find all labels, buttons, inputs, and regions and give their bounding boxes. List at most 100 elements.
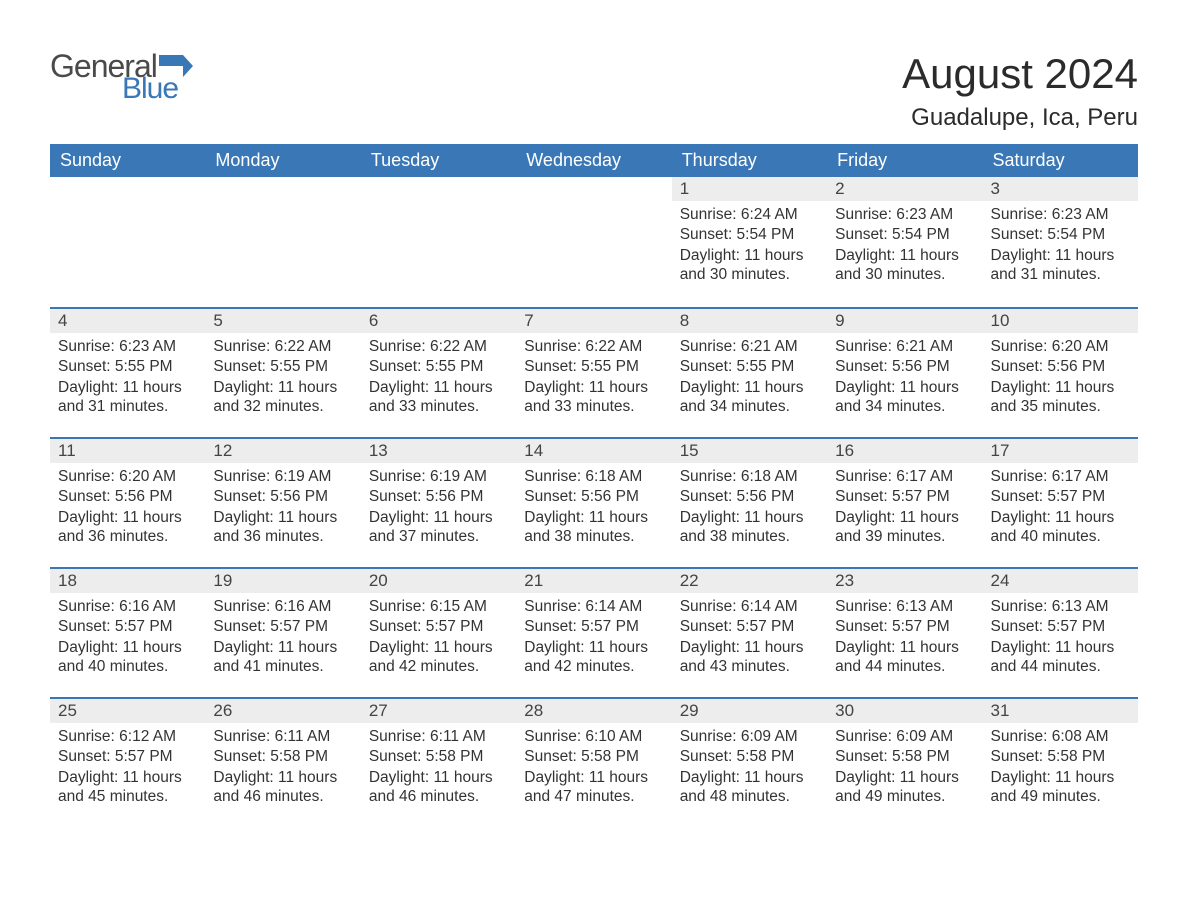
weekday-header: Sunday [50, 144, 205, 177]
daylight-line: Daylight: 11 hours and 39 minutes. [835, 508, 974, 547]
day-cell: 11Sunrise: 6:20 AMSunset: 5:56 PMDayligh… [50, 437, 205, 567]
day-body: Sunrise: 6:18 AMSunset: 5:56 PMDaylight:… [672, 463, 827, 547]
sunset-line: Sunset: 5:55 PM [680, 357, 819, 376]
sunset-line: Sunset: 5:55 PM [58, 357, 197, 376]
day-body: Sunrise: 6:23 AMSunset: 5:54 PMDaylight:… [983, 201, 1138, 285]
day-body: Sunrise: 6:16 AMSunset: 5:57 PMDaylight:… [205, 593, 360, 677]
day-cell: 5Sunrise: 6:22 AMSunset: 5:55 PMDaylight… [205, 307, 360, 437]
day-number: 13 [361, 437, 516, 463]
day-body: Sunrise: 6:22 AMSunset: 5:55 PMDaylight:… [205, 333, 360, 417]
day-cell: 25Sunrise: 6:12 AMSunset: 5:57 PMDayligh… [50, 697, 205, 827]
daylight-line: Daylight: 11 hours and 44 minutes. [835, 638, 974, 677]
sunset-line: Sunset: 5:57 PM [991, 617, 1130, 636]
sunset-line: Sunset: 5:58 PM [835, 747, 974, 766]
day-body: Sunrise: 6:21 AMSunset: 5:55 PMDaylight:… [672, 333, 827, 417]
day-body: Sunrise: 6:21 AMSunset: 5:56 PMDaylight:… [827, 333, 982, 417]
sunset-line: Sunset: 5:57 PM [835, 487, 974, 506]
calendar: SundayMondayTuesdayWednesdayThursdayFrid… [50, 144, 1138, 827]
day-cell: 15Sunrise: 6:18 AMSunset: 5:56 PMDayligh… [672, 437, 827, 567]
sunset-line: Sunset: 5:56 PM [369, 487, 508, 506]
weekday-header: Saturday [983, 144, 1138, 177]
day-body: Sunrise: 6:22 AMSunset: 5:55 PMDaylight:… [516, 333, 671, 417]
day-cell: 1Sunrise: 6:24 AMSunset: 5:54 PMDaylight… [672, 177, 827, 307]
sunset-line: Sunset: 5:58 PM [680, 747, 819, 766]
sunset-line: Sunset: 5:57 PM [835, 617, 974, 636]
sunset-line: Sunset: 5:58 PM [991, 747, 1130, 766]
daylight-line: Daylight: 11 hours and 33 minutes. [369, 378, 508, 417]
day-cell: 20Sunrise: 6:15 AMSunset: 5:57 PMDayligh… [361, 567, 516, 697]
day-number: 22 [672, 567, 827, 593]
daylight-line: Daylight: 11 hours and 36 minutes. [58, 508, 197, 547]
day-cell: 6Sunrise: 6:22 AMSunset: 5:55 PMDaylight… [361, 307, 516, 437]
daylight-line: Daylight: 11 hours and 31 minutes. [58, 378, 197, 417]
day-number: 3 [983, 177, 1138, 201]
day-number: 10 [983, 307, 1138, 333]
sunrise-line: Sunrise: 6:15 AM [369, 597, 508, 616]
sunrise-line: Sunrise: 6:19 AM [369, 467, 508, 486]
day-body: Sunrise: 6:20 AMSunset: 5:56 PMDaylight:… [50, 463, 205, 547]
day-cell: 12Sunrise: 6:19 AMSunset: 5:56 PMDayligh… [205, 437, 360, 567]
sunrise-line: Sunrise: 6:09 AM [680, 727, 819, 746]
sunrise-line: Sunrise: 6:22 AM [369, 337, 508, 356]
day-body: Sunrise: 6:11 AMSunset: 5:58 PMDaylight:… [361, 723, 516, 807]
daylight-line: Daylight: 11 hours and 38 minutes. [680, 508, 819, 547]
sunset-line: Sunset: 5:57 PM [369, 617, 508, 636]
day-body: Sunrise: 6:23 AMSunset: 5:55 PMDaylight:… [50, 333, 205, 417]
day-number: 5 [205, 307, 360, 333]
sunset-line: Sunset: 5:54 PM [680, 225, 819, 244]
day-number: 27 [361, 697, 516, 723]
location-label: Guadalupe, Ica, Peru [902, 104, 1138, 132]
daylight-line: Daylight: 11 hours and 36 minutes. [213, 508, 352, 547]
day-cell: 22Sunrise: 6:14 AMSunset: 5:57 PMDayligh… [672, 567, 827, 697]
sunset-line: Sunset: 5:56 PM [991, 357, 1130, 376]
day-number: 1 [672, 177, 827, 201]
sunset-line: Sunset: 5:55 PM [524, 357, 663, 376]
brand-part2: Blue [122, 74, 193, 104]
day-cell: 8Sunrise: 6:21 AMSunset: 5:55 PMDaylight… [672, 307, 827, 437]
day-body: Sunrise: 6:15 AMSunset: 5:57 PMDaylight:… [361, 593, 516, 677]
sunrise-line: Sunrise: 6:14 AM [680, 597, 819, 616]
day-cell [50, 177, 205, 307]
day-cell: 4Sunrise: 6:23 AMSunset: 5:55 PMDaylight… [50, 307, 205, 437]
calendar-body: 1 Sunrise: 6:24 AMSunset: 5:54 PM Daylight… [50, 177, 1138, 827]
daylight-line: Daylight: 11 hours and 34 minutes. [835, 378, 974, 417]
day-cell: 3Sunrise: 6:23 AMSunset: 5:54 PMDaylight… [983, 177, 1138, 307]
day-body: Sunrise: 6:19 AMSunset: 5:56 PMDaylight:… [205, 463, 360, 547]
day-number: 4 [50, 307, 205, 333]
day-body: Sunrise: 6:18 AMSunset: 5:56 PMDaylight:… [516, 463, 671, 547]
weekday-header: Monday [205, 144, 360, 177]
day-cell: 26Sunrise: 6:11 AMSunset: 5:58 PMDayligh… [205, 697, 360, 827]
day-cell [361, 177, 516, 307]
sunrise-line: Sunrise: 6:10 AM [524, 727, 663, 746]
sunrise-line: Sunrise: 6:17 AM [991, 467, 1130, 486]
page-header: General Blue August 2024 Guadalupe, Ica,… [50, 50, 1138, 132]
sunrise-line: Sunrise: 6:24 AM [680, 205, 819, 224]
day-number: 17 [983, 437, 1138, 463]
sunrise-line: Sunrise: 6:09 AM [835, 727, 974, 746]
sunrise-line: Sunrise: 6:11 AM [369, 727, 508, 746]
daylight-line: Daylight: 11 hours and 49 minutes. [835, 768, 974, 807]
day-cell: 23Sunrise: 6:13 AMSunset: 5:57 PMDayligh… [827, 567, 982, 697]
weekday-header: Thursday [672, 144, 827, 177]
sunset-line: Sunset: 5:58 PM [369, 747, 508, 766]
day-body: Sunrise: 6:10 AMSunset: 5:58 PMDaylight:… [516, 723, 671, 807]
week-row: 4Sunrise: 6:23 AMSunset: 5:55 PMDaylight… [50, 307, 1138, 437]
day-body: Sunrise: 6:11 AMSunset: 5:58 PMDaylight:… [205, 723, 360, 807]
sunrise-line: Sunrise: 6:08 AM [991, 727, 1130, 746]
day-number: 16 [827, 437, 982, 463]
sunrise-line: Sunrise: 6:14 AM [524, 597, 663, 616]
day-number: 6 [361, 307, 516, 333]
day-body: Sunrise: 6:23 AMSunset: 5:54 PMDaylight:… [827, 201, 982, 285]
sunrise-line: Sunrise: 6:21 AM [835, 337, 974, 356]
day-number: 24 [983, 567, 1138, 593]
day-number: 28 [516, 697, 671, 723]
daylight-line: Daylight: 11 hours and 49 minutes. [991, 768, 1130, 807]
sunrise-line: Sunrise: 6:20 AM [58, 467, 197, 486]
daylight-line: Daylight: 11 hours and 43 minutes. [680, 638, 819, 677]
day-number: 2 [827, 177, 982, 201]
day-body: Sunrise: 6:08 AMSunset: 5:58 PM Daylight:… [983, 723, 1138, 807]
day-cell: 7Sunrise: 6:22 AMSunset: 5:55 PMDaylight… [516, 307, 671, 437]
day-cell [205, 177, 360, 307]
day-body: Sunrise: 6:19 AMSunset: 5:56 PMDaylight:… [361, 463, 516, 547]
daylight-line: Daylight: 11 hours and 33 minutes. [524, 378, 663, 417]
